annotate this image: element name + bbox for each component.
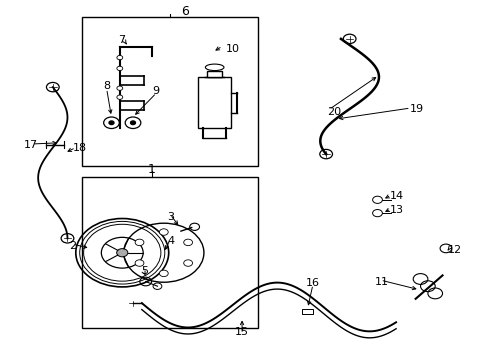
Bar [198, 77, 231, 128]
Text: 17: 17 [23, 140, 38, 150]
Circle shape [159, 270, 168, 276]
Text: 1: 1 [147, 163, 155, 176]
Text: 7: 7 [118, 35, 124, 45]
Text: 6: 6 [181, 5, 188, 18]
Circle shape [183, 239, 192, 246]
Text: 20: 20 [326, 107, 340, 117]
Text: 2: 2 [69, 240, 76, 251]
Text: 12: 12 [447, 245, 461, 255]
Text: 13: 13 [389, 204, 404, 215]
Circle shape [159, 229, 168, 235]
Ellipse shape [205, 64, 224, 71]
Bar [302, 309, 312, 314]
Circle shape [117, 95, 122, 99]
Text: 18: 18 [72, 143, 86, 153]
Circle shape [135, 260, 143, 266]
Text: 15: 15 [235, 327, 248, 337]
Text: 8: 8 [103, 81, 110, 91]
Circle shape [117, 86, 122, 90]
Text: 10: 10 [225, 44, 240, 54]
Circle shape [117, 66, 122, 71]
Text: 3: 3 [167, 212, 174, 222]
Text: 4: 4 [167, 236, 174, 246]
Circle shape [135, 239, 143, 246]
Text: 11: 11 [374, 276, 387, 287]
Text: 9: 9 [152, 86, 159, 96]
Circle shape [117, 55, 122, 60]
Text: 16: 16 [305, 278, 319, 288]
Circle shape [117, 249, 127, 257]
Circle shape [183, 260, 192, 266]
Circle shape [130, 121, 135, 125]
Text: 5: 5 [141, 266, 147, 276]
Bar [82, 17, 258, 166]
Text: 19: 19 [409, 104, 423, 114]
Circle shape [109, 121, 114, 125]
Bar [206, 71, 222, 77]
Bar [82, 177, 258, 328]
Text: 14: 14 [389, 191, 404, 201]
